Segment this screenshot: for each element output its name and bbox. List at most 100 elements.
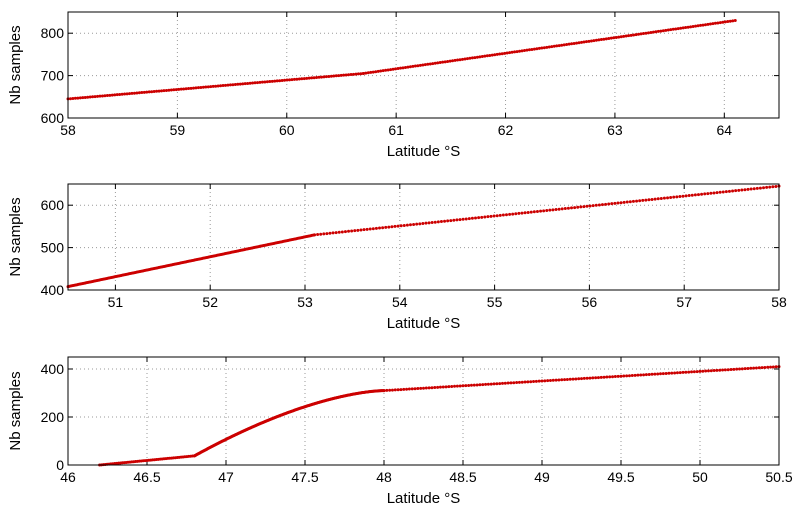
data-point (635, 199, 639, 203)
data-point (551, 378, 555, 382)
data-point (458, 384, 462, 388)
data-point (402, 223, 406, 227)
data-point (128, 92, 132, 96)
x-tick-label: 52 (202, 294, 218, 310)
data-point (594, 203, 598, 207)
data-point (567, 42, 571, 46)
data-point (546, 379, 550, 383)
data-point (695, 370, 699, 374)
data-point (324, 75, 328, 79)
data-point (485, 54, 489, 58)
data-point (681, 194, 685, 198)
data-point (319, 232, 323, 236)
y-axis-title: Nb samples (7, 197, 24, 276)
data-point (597, 38, 601, 42)
x-tick-label: 50.5 (765, 469, 792, 485)
data-point (167, 88, 171, 92)
data-point (438, 61, 442, 65)
data-point (582, 205, 586, 209)
data-point (526, 210, 530, 214)
data-point (650, 197, 654, 201)
data-point (194, 86, 198, 90)
data-point (503, 381, 507, 385)
data-point (579, 205, 583, 209)
data-point (614, 35, 618, 39)
data-point (379, 69, 383, 73)
data-point (142, 90, 146, 94)
data-point (410, 387, 414, 391)
data-point (653, 372, 657, 376)
data-point (481, 383, 485, 387)
data-point (746, 187, 750, 191)
data-point (560, 43, 564, 47)
data-point (388, 388, 392, 392)
data-point (675, 195, 679, 199)
data-point (500, 52, 504, 56)
data-point (602, 375, 606, 379)
data-point (597, 203, 601, 207)
data-point (278, 79, 282, 83)
data-point (509, 381, 513, 385)
data-point (474, 216, 478, 220)
data-point (674, 27, 678, 31)
data-point (634, 33, 638, 37)
data-point (387, 225, 391, 229)
data-point (115, 93, 119, 97)
y-tick-label: 600 (41, 110, 65, 126)
data-point (535, 47, 539, 51)
data-point (718, 368, 722, 372)
data-point (108, 93, 112, 97)
data-point (607, 202, 611, 206)
data-point (768, 185, 772, 189)
data-point (649, 30, 653, 34)
data-point (489, 382, 493, 386)
data-point (283, 78, 287, 82)
data-point (632, 33, 636, 37)
data-point (517, 211, 521, 215)
data-point (616, 201, 620, 205)
data-point (505, 51, 509, 55)
data-point (310, 76, 314, 80)
data-point (368, 227, 372, 231)
data-point (687, 370, 691, 374)
data-point (557, 207, 561, 211)
data-point (292, 77, 296, 81)
data-point (630, 374, 634, 378)
data-point (651, 30, 655, 34)
data-point (758, 186, 762, 190)
data-point (381, 69, 385, 73)
data-point (650, 372, 654, 376)
data-point (718, 190, 722, 194)
data-point (486, 215, 490, 219)
data-point (523, 49, 526, 53)
data-point (209, 85, 213, 89)
data-point (582, 40, 586, 44)
data-point (467, 217, 471, 221)
data-point (436, 61, 440, 65)
data-point (661, 29, 665, 33)
data-point (446, 219, 450, 223)
data-point (384, 68, 388, 72)
data-point (430, 221, 434, 225)
data-point (577, 41, 581, 45)
data-point (760, 366, 764, 370)
data-point (628, 200, 632, 204)
data-point (145, 90, 149, 94)
data-points (66, 18, 737, 101)
data-point (132, 91, 136, 95)
data-point (592, 39, 596, 43)
data-point (78, 96, 82, 100)
data-point (662, 196, 666, 200)
data-point (537, 379, 541, 383)
data-point (233, 83, 237, 86)
data-point (548, 208, 552, 212)
data-point (653, 197, 657, 201)
data-point (659, 372, 662, 376)
data-point (729, 368, 733, 372)
data-point (465, 57, 469, 61)
data-point (243, 82, 247, 86)
data-point (766, 365, 770, 369)
data-point (488, 53, 492, 57)
data-point (514, 212, 518, 216)
data-point (638, 199, 642, 203)
